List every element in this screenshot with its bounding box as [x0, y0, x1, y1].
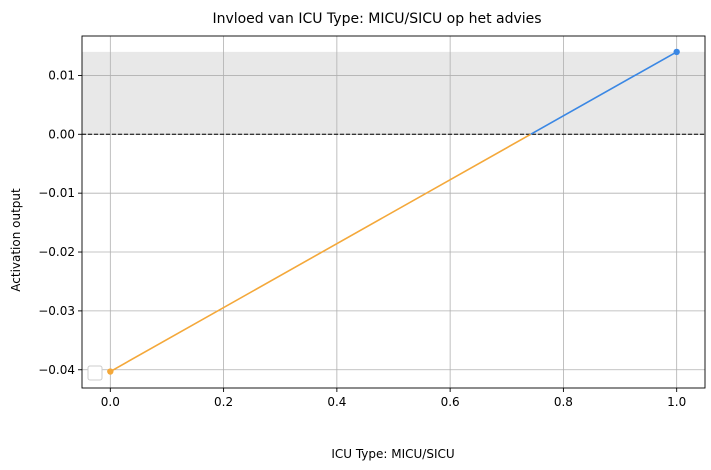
y-tick-label: −0.02 — [38, 245, 75, 259]
legend — [87, 365, 103, 381]
y-tick-label: 0.01 — [48, 68, 75, 82]
y-axis-label: Activation output — [9, 188, 23, 292]
x-tick-label: 0.6 — [441, 395, 460, 409]
plot-frame — [81, 35, 706, 389]
x-tick-label: 0.0 — [101, 395, 120, 409]
data-point — [673, 48, 680, 56]
x-tick-label: 0.4 — [327, 395, 346, 409]
series-line-positive-segment — [530, 51, 678, 135]
legend-box — [87, 365, 103, 381]
x-tick-label: 0.8 — [554, 395, 573, 409]
positive-shaded-band — [82, 51, 705, 135]
x-axis-label: ICU Type: MICU/SICU — [331, 447, 454, 461]
y-tick-label: −0.04 — [38, 363, 75, 377]
plot-area: 0.0 0.2 0.4 0.6 0.8 1.0 0.01 0.00 −0.01 −0.02 −0.0… — [38, 35, 706, 409]
series-line-negative-segment — [109, 133, 532, 373]
chart-title: Invloed van ICU Type: MICU/SICU op het a… — [212, 11, 541, 27]
y-tick-label: −0.03 — [38, 304, 75, 318]
x-tick-label: 0.2 — [214, 395, 233, 409]
x-tick-label: 1.0 — [667, 395, 686, 409]
data-point — [107, 368, 114, 375]
y-tick-label: −0.01 — [38, 186, 75, 200]
y-tick-label: 0.00 — [48, 127, 75, 141]
